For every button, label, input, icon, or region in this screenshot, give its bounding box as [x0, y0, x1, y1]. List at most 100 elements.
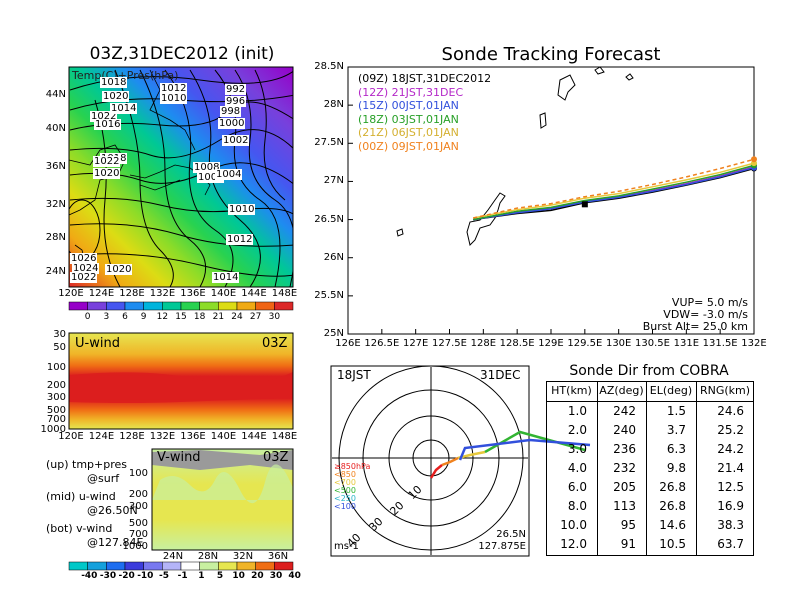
isobar-label: 1020	[105, 264, 133, 275]
map-colorbar-swatch	[87, 301, 107, 311]
uwind-lon-tick: 120E	[58, 431, 84, 442]
vwind-colorbar-swatch	[68, 561, 88, 571]
isobar-label: 1014	[110, 103, 138, 114]
dir-table-cell: 236	[613, 442, 636, 456]
isobar-label: 1000	[218, 118, 246, 129]
vwind-pressure-tick: 200	[128, 489, 148, 500]
polar-legend-item: <250	[334, 494, 356, 503]
track-x-tick: 132E	[741, 338, 767, 349]
map-lat-tick: 44N	[45, 89, 66, 100]
dir-table-cell: 242	[613, 404, 636, 418]
vwind-colorbar-swatch	[199, 561, 219, 571]
isobar-label: 1018	[100, 77, 128, 88]
vwind-colorbar-label: -40	[81, 571, 98, 581]
map-colorbar-label: 27	[249, 312, 262, 322]
vwind-lat-tick: 32N	[232, 551, 254, 562]
dir-table-cell: 3.0	[567, 442, 587, 456]
uwind-pressure-tick: 700	[46, 414, 66, 425]
map-lon-tick: 148E	[271, 288, 298, 299]
legend-note-head: (up) tmp+pres	[46, 458, 128, 471]
legend-note-sub: @127.84E	[87, 536, 144, 549]
uwind-lon-tick: 140E	[210, 431, 237, 442]
track-x-tick: 126.5E	[364, 338, 400, 349]
map-colorbar-swatch	[180, 301, 200, 311]
dir-table-header: AZ(deg)	[599, 384, 644, 397]
track-y-tick: 26.5N	[314, 213, 344, 225]
dir-table-cell: 6.3	[666, 442, 686, 456]
map-colorbar-label: 0	[84, 312, 91, 322]
isobar-label: 1006	[197, 172, 225, 183]
isobar-label: 1024	[72, 263, 100, 274]
track-x-tick: 130.5E	[635, 338, 670, 349]
vwind-colorbar-label: 40	[288, 571, 301, 581]
track-series-line	[473, 164, 755, 221]
dir-table-cell: 113	[613, 499, 636, 513]
track-legend-item: (21Z) 06JST,01JAN	[358, 126, 459, 139]
vwind-colorbar-swatch	[143, 561, 163, 571]
vwind-time: 03Z	[263, 450, 289, 465]
polar-unit: ms-1	[334, 541, 359, 552]
isobar-label: 1012	[160, 83, 188, 94]
track-marker	[581, 201, 588, 208]
map-title: 03Z,31DEC2012 (init)	[89, 44, 275, 64]
dir-table-cell: 205	[613, 480, 636, 494]
uwind-label: U-wind	[75, 336, 120, 351]
dir-table-header: RNG(km)	[699, 384, 751, 397]
polar-legend-item: <850	[334, 470, 356, 479]
uwind-lon-tick: 136E	[180, 431, 206, 442]
vwind-colorbar-swatch	[124, 561, 144, 571]
track-y-tick: 25.5N	[314, 289, 344, 301]
dir-table-header-rule	[546, 401, 754, 402]
map-colorbar-label: 6	[122, 312, 128, 322]
map-lat-tick: 24N	[45, 266, 66, 277]
map-lon-tick: 144E	[241, 288, 267, 299]
uwind-lon-tick: 128E	[119, 431, 145, 442]
map-lon-tick: 140E	[210, 288, 237, 299]
legend-note-sub: @surf	[87, 472, 120, 485]
vwind-colorbar-swatch	[236, 561, 256, 571]
map-lat-tick: 32N	[45, 199, 66, 210]
vwind-colorbar-swatch	[274, 561, 294, 571]
vwind-colorbar-swatch	[180, 561, 200, 571]
isobar-label: 1022	[70, 272, 98, 283]
uwind-pressure-tick: 100	[46, 362, 66, 373]
isobar-label: 1002	[222, 135, 250, 146]
dir-table-cell: 24.2	[717, 442, 744, 456]
track-y-tick: 26N	[323, 251, 344, 263]
vwind-colorbar-label: -5	[159, 571, 169, 581]
map-colorbar-swatch	[106, 301, 126, 311]
uwind-lon-tick: 132E	[149, 431, 176, 442]
track-y-tick: 27N	[323, 175, 344, 187]
dir-table-cell: 1.0	[567, 404, 587, 418]
dir-table-cell: 10.0	[560, 518, 587, 532]
polar-hodograph	[429, 430, 591, 479]
vwind-colorbar-label: -20	[118, 571, 135, 581]
isobar-label: 1020	[93, 168, 121, 179]
vwind-pressure-tick: 1000	[122, 541, 148, 552]
uwind-pressure-tick: 1000	[40, 424, 66, 435]
dir-table-cell: 1.5	[666, 404, 686, 418]
isobar-label: 1010	[228, 204, 256, 215]
uwind-pressure-tick: 30	[53, 329, 66, 340]
dir-table-header: EL(deg)	[649, 384, 693, 397]
track-series-line	[473, 158, 755, 219]
polar-legend-item: <500	[334, 486, 356, 495]
isobar-label: 1022	[90, 111, 118, 122]
dir-table-cell: 4.0	[567, 461, 587, 475]
uwind-pressure-tick: 200	[46, 380, 66, 391]
track-x-tick: 127E	[402, 338, 429, 349]
map-colorbar-label: 18	[193, 312, 206, 322]
map-lon-tick: 136E	[180, 288, 206, 299]
isobar-label: 1014	[212, 272, 240, 283]
track-param: VDW= -3.0 m/s	[663, 308, 748, 321]
vwind-lat-tick: 36N	[267, 551, 289, 562]
uwind-lon-tick: 124E	[88, 431, 115, 442]
map-colorbar-swatch	[199, 301, 219, 311]
dir-table-cell: 26.8	[659, 499, 686, 513]
isobar-label: 1004	[215, 169, 243, 180]
track-legend-item: (18Z) 03JST,01JAN	[358, 112, 459, 126]
isobar-label: 998	[220, 106, 242, 117]
map-colorbar-label: 9	[140, 312, 147, 322]
map-lat-tick: 28N	[45, 232, 66, 243]
vwind-colorbar-label: 30	[269, 571, 283, 581]
